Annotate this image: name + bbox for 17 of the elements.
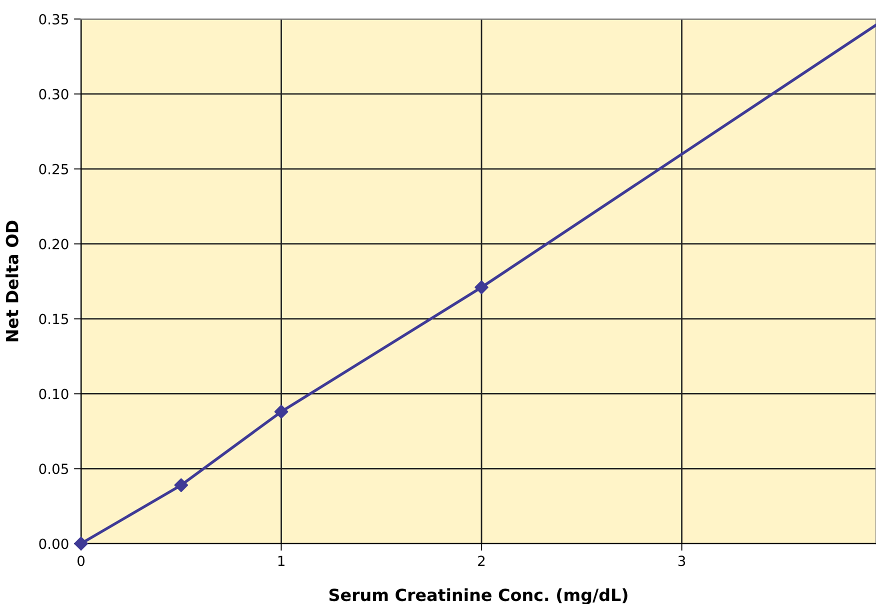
point (274, 404, 288, 419)
y-tick-label: 0.25 (39, 164, 68, 174)
x-tick-label: 3 (678, 556, 686, 566)
y-tick-label: 0.30 (39, 88, 68, 100)
point (174, 478, 188, 492)
y-tick-label: 0.00 (39, 538, 68, 550)
y-axis-title: Net Delta OD (6, 220, 18, 342)
point (474, 280, 488, 294)
y-tick-label: 0.10 (39, 388, 68, 400)
x-tick-label: 2 (478, 556, 485, 566)
x-tick-label: 0 (78, 556, 85, 566)
x-tick-label: 1 (278, 556, 284, 566)
y-tick-label: 0.05 (39, 464, 68, 474)
point (74, 536, 88, 551)
y-tick-label: 0.15 (39, 314, 68, 324)
y-tick-label: 0.20 (39, 238, 68, 250)
y-tick-label: 0.35 (39, 14, 68, 24)
